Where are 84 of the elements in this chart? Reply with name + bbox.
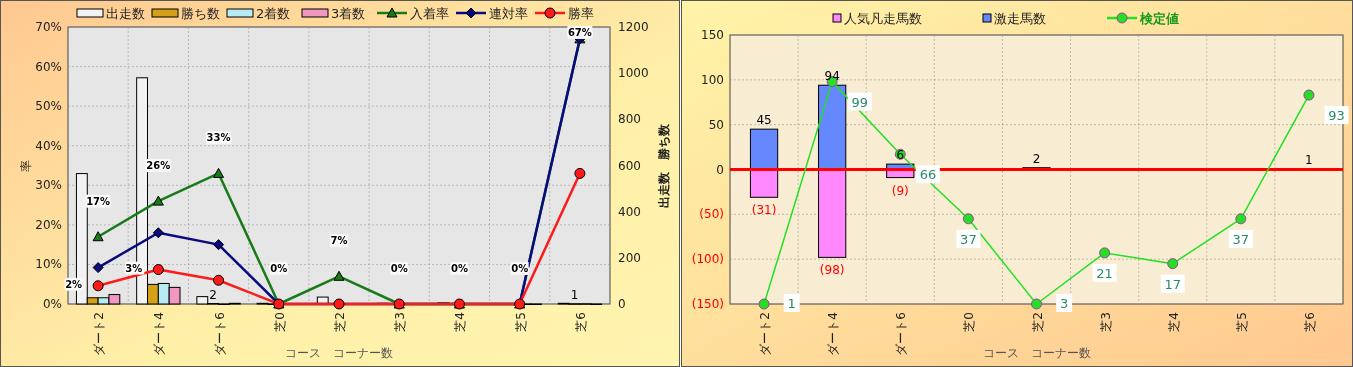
data-label: 6: [896, 148, 905, 163]
data-label: 0%: [511, 263, 529, 274]
data-label: 33%: [206, 132, 231, 144]
y-tick-label: 40%: [35, 138, 62, 153]
data-label: 2: [209, 287, 217, 302]
annotation: 21: [1096, 265, 1113, 281]
x-tick-label: 芝4: [1166, 312, 1181, 332]
y2-tick-label: 200: [618, 250, 641, 265]
x-tick-label: ダート6: [894, 312, 909, 356]
y-tick-label: 60%: [35, 59, 62, 74]
x-tick-label: ダート4: [152, 312, 167, 356]
x-tick-label: ダート6: [212, 312, 227, 356]
x-tick-label: ダート2: [758, 312, 773, 356]
y-tick-label: (150): [691, 297, 724, 311]
data-label: 0%: [270, 263, 288, 274]
annotation: 3: [1059, 296, 1069, 311]
annotation: 1: [787, 296, 796, 311]
annotation: 99: [851, 94, 869, 110]
annotation: 37: [1232, 231, 1250, 247]
y-tick-label: (50): [699, 207, 724, 222]
y-tick-label: 150: [701, 28, 724, 42]
x-tick-label: 芝6: [573, 312, 588, 332]
legend-label: 勝ち数: [181, 6, 220, 21]
annotation: 17: [1164, 276, 1181, 292]
y2-tick-label: 600: [618, 158, 641, 173]
y-tick-label: 20%: [35, 217, 62, 232]
data-label: 7%: [330, 235, 348, 247]
legend-label: 入着率: [410, 6, 449, 21]
data-label: 1: [1305, 152, 1313, 167]
data-label: 17%: [86, 195, 111, 207]
y-tick-label: 0%: [42, 297, 62, 311]
x-axis-title: コース コーナー数: [285, 346, 393, 360]
annotation: 3%: [125, 262, 143, 274]
x-tick-label: 芝0: [272, 312, 287, 332]
legend-label: 2着数: [256, 6, 291, 21]
y2-axis-title: 出走数 勝ち数: [657, 122, 671, 208]
x-tick-label: 芝0: [962, 312, 977, 332]
legend-label: 出走数: [106, 6, 145, 21]
y2-tick-label: 400: [618, 204, 641, 219]
x-tick-label: 芝3: [1098, 312, 1113, 332]
x-tick-label: 芝2: [1030, 312, 1045, 332]
x-tick-label: 芝5: [1234, 312, 1249, 332]
y-tick-label: 30%: [35, 178, 62, 193]
y-tick-label: 50: [708, 117, 724, 132]
x-axis-title: コース コーナー数: [982, 346, 1091, 360]
data-label: 2: [1032, 151, 1041, 166]
y-tick-label: 10%: [35, 257, 62, 272]
y2-tick-label: 800: [618, 112, 641, 127]
x-tick-label: 芝2: [333, 312, 347, 332]
y-tick-label: 50%: [35, 99, 62, 114]
annotation: 93: [1328, 108, 1345, 124]
data-label: 67%: [567, 27, 592, 38]
data-label: 45: [756, 113, 772, 128]
data-label: 26%: [146, 160, 171, 172]
legend-label: 3着数: [331, 6, 366, 21]
data-label: (98): [819, 263, 845, 278]
y-tick-label: 100: [701, 72, 724, 87]
y-tick-label: 70%: [35, 20, 62, 34]
data-label: (31): [751, 203, 777, 218]
data-label: (9): [891, 183, 909, 198]
legend-label: 激走馬数: [994, 11, 1046, 26]
annotation: 66: [919, 167, 937, 183]
x-tick-label: 芝4: [453, 312, 468, 332]
annotation: 2%: [65, 278, 83, 290]
y-axis-title: 率: [19, 159, 33, 172]
y2-tick-label: 1000: [618, 66, 649, 81]
data-label: 0%: [390, 263, 408, 274]
annotation: 37: [960, 231, 977, 247]
legend-label: 勝率: [568, 6, 594, 21]
legend-label: 検定値: [1139, 11, 1179, 26]
y2-tick-label: 1200: [618, 20, 649, 34]
x-tick-label: 芝5: [513, 312, 528, 332]
x-tick-label: ダート4: [826, 312, 841, 356]
x-tick-label: 芝3: [393, 312, 408, 332]
legend-label: 連対率: [489, 6, 528, 21]
y-tick-label: 0: [716, 162, 724, 177]
x-tick-label: 芝6: [1302, 312, 1317, 332]
y-tick-label: (100): [691, 252, 724, 267]
x-tick-label: ダート2: [92, 312, 107, 356]
data-label: 1: [570, 287, 579, 302]
y2-tick-label: 0: [618, 297, 626, 311]
data-label: 0%: [450, 263, 468, 274]
data-label: 94: [824, 69, 840, 84]
legend-label: 人気凡走馬数: [844, 11, 922, 26]
